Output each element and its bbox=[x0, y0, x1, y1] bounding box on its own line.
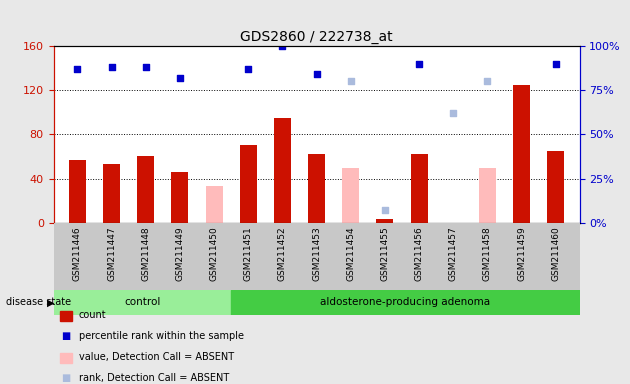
Text: rank, Detection Call = ABSENT: rank, Detection Call = ABSENT bbox=[79, 373, 229, 383]
Text: count: count bbox=[79, 310, 106, 320]
Bar bbox=[274, 118, 291, 223]
Bar bbox=[137, 157, 154, 223]
Point bbox=[448, 110, 458, 116]
Text: aldosterone-producing adenoma: aldosterone-producing adenoma bbox=[320, 297, 490, 308]
Bar bbox=[240, 146, 257, 223]
Point bbox=[277, 43, 287, 49]
Bar bbox=[376, 219, 393, 223]
Text: GSM211449: GSM211449 bbox=[175, 226, 185, 281]
Bar bbox=[205, 186, 222, 223]
Point bbox=[517, 18, 527, 25]
Point bbox=[346, 78, 356, 84]
Text: GSM211460: GSM211460 bbox=[551, 226, 560, 281]
Bar bbox=[54, 290, 231, 315]
Text: GSM211458: GSM211458 bbox=[483, 226, 492, 281]
Bar bbox=[479, 167, 496, 223]
Point bbox=[483, 78, 493, 84]
Text: GSM211447: GSM211447 bbox=[107, 226, 116, 281]
Text: GSM211457: GSM211457 bbox=[449, 226, 458, 281]
Text: GSM211450: GSM211450 bbox=[210, 226, 219, 281]
Text: GSM211453: GSM211453 bbox=[312, 226, 321, 281]
Text: value, Detection Call = ABSENT: value, Detection Call = ABSENT bbox=[79, 352, 234, 362]
Bar bbox=[171, 172, 188, 223]
Point bbox=[243, 66, 253, 72]
Title: GDS2860 / 222738_at: GDS2860 / 222738_at bbox=[240, 30, 393, 44]
Point bbox=[414, 61, 424, 67]
Bar bbox=[513, 85, 530, 223]
Point bbox=[380, 207, 390, 214]
Point bbox=[72, 66, 83, 72]
Point bbox=[140, 64, 151, 70]
Point bbox=[551, 61, 561, 67]
Point bbox=[175, 75, 185, 81]
Bar bbox=[103, 164, 120, 223]
Text: GSM211446: GSM211446 bbox=[73, 226, 82, 281]
Text: control: control bbox=[124, 297, 161, 308]
Text: ■: ■ bbox=[62, 331, 71, 341]
Point bbox=[312, 71, 322, 78]
Text: ▶: ▶ bbox=[47, 297, 55, 308]
Text: GSM211448: GSM211448 bbox=[141, 226, 151, 281]
Text: GSM211455: GSM211455 bbox=[381, 226, 389, 281]
Text: GSM211454: GSM211454 bbox=[346, 226, 355, 281]
Text: ■: ■ bbox=[62, 373, 71, 383]
Bar bbox=[411, 154, 428, 223]
Point bbox=[106, 64, 117, 70]
Bar bbox=[69, 160, 86, 223]
Text: percentile rank within the sample: percentile rank within the sample bbox=[79, 331, 244, 341]
Bar bbox=[308, 154, 325, 223]
Text: GSM211456: GSM211456 bbox=[415, 226, 423, 281]
Text: GSM211451: GSM211451 bbox=[244, 226, 253, 281]
Bar bbox=[231, 290, 580, 315]
Text: GSM211452: GSM211452 bbox=[278, 226, 287, 281]
Bar bbox=[547, 151, 564, 223]
Text: disease state: disease state bbox=[6, 297, 71, 308]
Text: GSM211459: GSM211459 bbox=[517, 226, 526, 281]
Bar bbox=[342, 167, 359, 223]
